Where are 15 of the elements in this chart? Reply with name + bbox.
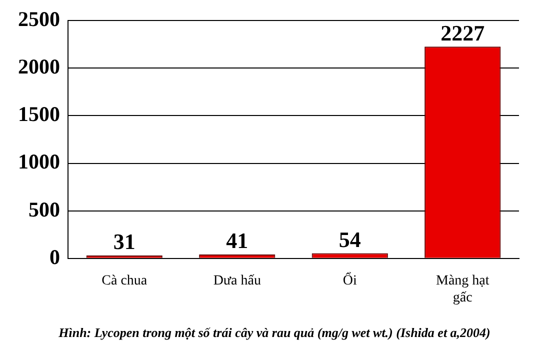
data-label: 2227 bbox=[440, 20, 485, 46]
text: Hình: Lycopen trong một số trái cây và rau quả (mg/g wet wt.) (Ishida et a,2004) bbox=[58, 325, 492, 341]
y-tick-label: 2000 bbox=[18, 54, 60, 79]
x-tick-label: Màng hạt gấc bbox=[436, 273, 490, 306]
y-tick-label: 1500 bbox=[18, 102, 60, 126]
data-label: 54 bbox=[338, 226, 361, 252]
y-tick-label: 500 bbox=[28, 197, 60, 222]
data-label: 41 bbox=[226, 228, 248, 254]
x-tick-label: Dưa hấu bbox=[213, 273, 261, 288]
data-label: 31 bbox=[113, 229, 136, 254]
x-tick-label: Cà chua bbox=[102, 273, 148, 288]
x-tick-label: Ổi bbox=[342, 271, 357, 288]
y-tick-label: 1000 bbox=[18, 150, 60, 174]
y-tick-label: 2500 bbox=[18, 7, 60, 32]
y-tick-label: 0 bbox=[50, 244, 60, 269]
